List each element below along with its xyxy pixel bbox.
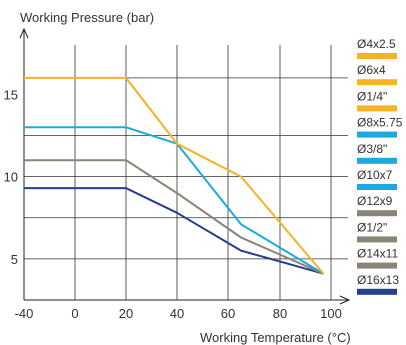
legend-label: Ø6x4 (357, 63, 386, 77)
legend-label: Ø16x13 (357, 273, 399, 287)
x-tick-label: 0 (71, 306, 78, 321)
x-axis-arrow (339, 295, 351, 305)
legend-swatch (357, 184, 397, 190)
legend-swatch (357, 53, 397, 59)
axes (19, 27, 351, 305)
x-tick-label: 40 (170, 306, 184, 321)
legend-swatch (357, 157, 397, 164)
series-line (24, 126, 324, 275)
x-tick-label: 20 (119, 306, 133, 321)
legend: Ø4x2.5 Ø6x4 Ø1/4" Ø8x5.75 Ø3/8" Ø10x7 Ø12x9 Ø1/… (357, 37, 403, 295)
y-axis-label: Working Pressure (bar) (20, 10, 154, 25)
legend-swatch (357, 288, 397, 295)
series-line (24, 187, 324, 275)
legend-swatch (357, 210, 397, 217)
legend-label: Ø3/8" (357, 142, 387, 156)
legend-swatch (357, 131, 397, 138)
legend-label: Ø1/4" (357, 89, 387, 103)
grid (24, 45, 348, 300)
y-axis-arrow (19, 27, 29, 39)
legend-label: Ø10x7 (357, 168, 393, 182)
legend-label: Ø12x9 (357, 194, 393, 208)
legend-swatch (357, 79, 397, 86)
legend-label: Ø4x2.5 (357, 37, 396, 51)
tick-labels: -40 0 20 40 60 80 100 5 10 15 (4, 87, 342, 321)
x-tick-label: -40 (15, 306, 34, 321)
y-tick-label: 5 (11, 252, 18, 267)
x-tick-label: 100 (320, 306, 342, 321)
x-tick-label: 60 (221, 306, 235, 321)
legend-label: Ø8x5.75 (357, 116, 403, 130)
x-tick-label: 80 (273, 306, 287, 321)
series-lines (24, 76, 325, 275)
legend-swatch (357, 236, 397, 243)
legend-label: Ø14x11 (357, 247, 398, 261)
legend-swatch (357, 105, 397, 112)
x-axis-label: Working Temperature (°C) (200, 330, 351, 345)
series-line (24, 76, 325, 275)
legend-swatch (357, 262, 397, 269)
y-tick-label: 15 (4, 87, 18, 102)
legend-label: Ø1/2" (357, 220, 387, 234)
y-tick-label: 10 (4, 170, 18, 185)
series-line (24, 159, 324, 275)
